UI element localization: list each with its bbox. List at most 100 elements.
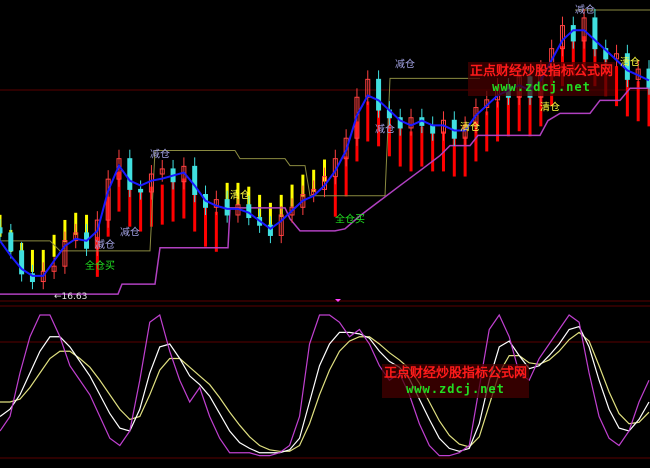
histogram-bar — [74, 212, 78, 235]
candle-body — [473, 106, 479, 126]
histogram-bar — [204, 206, 208, 247]
watermark-top: 正点财经炒股指标公式网 www.zdcj.net — [468, 62, 616, 96]
candle-body — [73, 232, 79, 242]
watermark-bottom: 正点财经炒股指标公式网 www.zdcj.net — [382, 364, 530, 398]
histogram-bar — [149, 186, 153, 227]
candle-body — [138, 188, 144, 193]
histogram-bar — [290, 184, 294, 207]
candle-body — [592, 17, 598, 50]
candle-body — [603, 48, 609, 60]
histogram-bar — [30, 249, 34, 272]
signal-label-clear: 清仓 — [620, 55, 640, 68]
signal-label-buy: 全仓买 — [85, 259, 115, 272]
support-line — [0, 87, 650, 295]
histogram-bar — [63, 219, 67, 242]
histogram-bar — [636, 81, 640, 122]
histogram-bar — [366, 101, 370, 142]
watermark-title: 正点财经炒股指标公式网 — [384, 366, 528, 381]
signal-label-reduce: 减仓 — [395, 57, 415, 70]
histogram-bar — [528, 96, 532, 137]
candle-body — [278, 214, 284, 236]
candle-body — [300, 194, 306, 208]
histogram-bar — [485, 111, 489, 152]
histogram-bar — [615, 66, 619, 107]
histogram-bar — [344, 156, 348, 197]
histogram-bar — [268, 202, 272, 225]
histogram-bar — [258, 194, 262, 217]
oscillator-fast-line — [0, 313, 650, 457]
histogram-bar — [279, 194, 283, 217]
histogram-bar — [463, 136, 467, 177]
candle-body — [397, 117, 403, 129]
histogram-bar — [214, 211, 218, 252]
histogram-bar — [182, 178, 186, 219]
candle-body — [148, 173, 154, 193]
histogram-bar — [139, 191, 143, 232]
histogram-bar — [387, 116, 391, 157]
histogram-bar — [539, 86, 543, 127]
resistance-segment — [0, 77, 480, 252]
candle-body — [267, 224, 273, 236]
signal-label-clear: 清仓 — [540, 100, 560, 113]
histogram-bar — [452, 136, 456, 177]
oscillator-slow-line — [0, 331, 650, 452]
histogram-bar — [496, 101, 500, 142]
support-segment — [0, 87, 650, 295]
histogram-bar — [431, 131, 435, 172]
signal-label-reduce: 减仓 — [95, 238, 115, 251]
candle-body — [29, 273, 35, 283]
candle-body — [430, 124, 436, 134]
histogram-bar — [0, 214, 2, 237]
candle-body — [570, 25, 576, 42]
histogram-bar — [517, 91, 521, 132]
histogram-bar — [171, 181, 175, 222]
candle-body — [462, 124, 468, 139]
watermark-title: 正点财经炒股指标公式网 — [470, 64, 614, 79]
histogram-bar — [474, 121, 478, 162]
histogram-bar — [625, 76, 629, 117]
candle-body — [159, 168, 165, 175]
histogram-bar — [95, 236, 99, 277]
histogram-bar — [117, 171, 121, 212]
signal-label-reduce: 减仓 — [575, 3, 595, 16]
histogram-bar — [333, 176, 337, 217]
candle-body — [224, 199, 230, 216]
histogram-bar — [398, 126, 402, 167]
low-price-label: ←16.63 — [54, 292, 87, 302]
candle-body — [408, 117, 414, 129]
histogram-bar — [128, 186, 132, 227]
panel-marker — [335, 299, 341, 302]
histogram-bar — [236, 182, 240, 205]
histogram-bar — [41, 249, 45, 272]
watermark-url: www.zdcj.net — [492, 80, 591, 94]
signal-label-reduce: 减仓 — [150, 147, 170, 160]
histogram-bar — [571, 36, 575, 77]
histogram-bar — [160, 184, 164, 225]
signal-label-buy: 全仓买 — [335, 213, 365, 226]
candle-body — [343, 137, 349, 160]
histogram-bar — [420, 126, 424, 167]
candle-body — [8, 232, 14, 252]
candle-body — [289, 206, 295, 216]
histogram-bar — [506, 96, 510, 137]
signal-label-clear: 清仓 — [230, 189, 250, 202]
candle-body — [646, 68, 650, 88]
candle-body — [213, 199, 219, 208]
histogram-bar — [582, 36, 586, 77]
watermark-url: www.zdcj.net — [406, 382, 505, 396]
histogram-bar — [52, 234, 56, 257]
candle-body — [94, 219, 100, 249]
histogram-bar — [409, 131, 413, 172]
candle-body — [51, 265, 57, 272]
candle-body — [19, 250, 25, 275]
candle-body — [354, 96, 360, 139]
candle-body — [624, 53, 630, 80]
resistance-line — [0, 9, 650, 252]
signal-label-reduce: 减仓 — [375, 122, 395, 135]
signal-label-clear: 清仓 — [460, 121, 480, 134]
histogram-bar — [377, 106, 381, 147]
candlesticks — [0, 8, 650, 290]
histogram-bar — [193, 191, 197, 232]
oscillator-mid-line — [0, 325, 650, 454]
